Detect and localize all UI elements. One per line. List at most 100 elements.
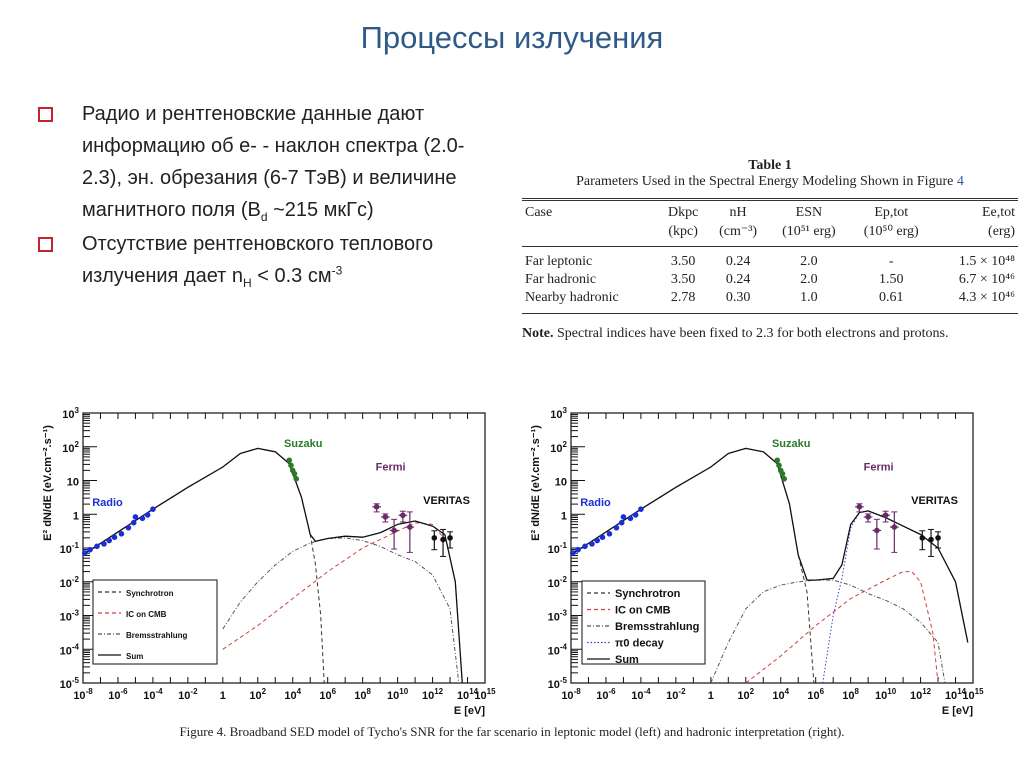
parameters-table: Case Dkpc nH ESN Ep,tot Ee,tot (kpc) (cm… [522, 198, 1018, 314]
table-row: Far hadronic 3.50 0.24 2.0 1.50 6.7 × 10⁴⁶ [522, 271, 1018, 289]
fermi-data-point [407, 524, 413, 530]
table-row: Far leptonic 3.50 0.24 2.0 - 1.5 × 10⁴⁸ [522, 247, 1018, 272]
table-cell: 0.30 [708, 289, 769, 314]
radio-data-point [81, 550, 88, 556]
table-row: Nearby hadronic 2.78 0.30 1.0 0.61 4.3 × 10⁴⁶ [522, 289, 1018, 314]
table-cell: 0.24 [725, 254, 751, 269]
sed-chart-leptonic: 10-8 10-6 10-4 10-2 1 102 104 106 108 1010 1012 101… [42, 406, 496, 717]
bullet-subscript: H [243, 276, 252, 290]
x-tick-label: 10-6 [596, 687, 616, 702]
table-cell: Far hadronic [525, 272, 597, 287]
y-tick-label: 102 [62, 440, 79, 455]
figure-caption: Figure 4. Broadband SED model of Tycho's… [179, 724, 845, 739]
suzaku-data-point [291, 470, 298, 477]
y-axis-label: E² dN/dE (eV.cm⁻².s⁻¹) [42, 425, 54, 541]
fermi-data-point [856, 504, 863, 510]
figure-link[interactable]: 4 [956, 174, 964, 189]
series-ic-on-cmb [745, 571, 939, 683]
table-cell: 4.3 × 10⁴⁶ [932, 289, 1018, 314]
radio-data-point [620, 514, 627, 520]
legend-label: IC on CMB [126, 610, 167, 619]
y-tick-label: 102 [550, 440, 567, 455]
header-distance: Dkpc [658, 198, 708, 222]
suzaku-label: Suzaku [772, 438, 811, 450]
y-tick-label: 10-4 [548, 642, 568, 657]
x-tick-label: 10-6 [108, 687, 128, 702]
x-tick-label: 1012 [910, 687, 932, 702]
series-bremsstrahlung [710, 579, 946, 683]
radio-label: Radio [580, 497, 611, 509]
radio-data-point [94, 543, 100, 550]
chart-legend: Synchrotron IC on CMB Bremsstrahlung π0 dec… [581, 580, 706, 666]
fermi-data-point [865, 514, 871, 520]
x-tick-label: 10-2 [666, 687, 686, 702]
veritas-label: VERITAS [911, 495, 958, 507]
bullet-text: < 0.3 см [251, 265, 332, 287]
table-cell: 3.50 [670, 254, 696, 269]
y-axis-label: E² dN/dE (eV.cm⁻².s⁻¹) [530, 425, 542, 541]
y-tick-label: 10-2 [60, 575, 80, 590]
bullet-text: ~215 мкГс) [267, 199, 374, 221]
veritas-data-point [440, 536, 446, 543]
header-unit: (10⁵⁰ erg) [849, 222, 933, 247]
veritas-label: VERITAS [423, 495, 470, 507]
radio-data-point [627, 515, 634, 522]
table-note: Note. Spectral indices have been fixed t… [522, 326, 1018, 342]
slide-title: Процессы излучения [360, 20, 664, 55]
table-cell: 6.7 × 10⁴⁶ [958, 272, 1015, 287]
y-tick-label: 10 [555, 477, 567, 489]
radio-data-point [606, 531, 613, 537]
table-cell: 0.61 [849, 289, 933, 314]
bullet-subscript: d [260, 210, 268, 224]
x-tick-label: 1014 [945, 687, 967, 702]
y-tick-label: 10-5 [548, 676, 568, 691]
series--0-decay [822, 510, 969, 683]
fermi-data-point [874, 527, 880, 534]
x-tick-label: 10-2 [178, 687, 198, 702]
suzaku-data-point [288, 462, 294, 469]
table-cell: 2.78 [658, 289, 708, 314]
legend-label: Bremsstrahlung [615, 621, 699, 633]
x-tick-label: 1010 [387, 687, 409, 702]
sed-chart-hadronic: 10-8 10-6 10-4 10-2 1 102 104 106 108 1010 1012 101… [530, 406, 984, 717]
x-tick-label: 108 [354, 687, 371, 702]
table-caption: Parameters Used in the Spectral Energy M… [522, 174, 1018, 190]
x-axis-label: E [eV] [942, 705, 974, 717]
table-cell: 1.50 [879, 272, 904, 287]
table-cell: 1.5 × 10⁴⁸ [958, 254, 1015, 269]
radio-data-point [613, 524, 620, 531]
bullet-square-icon [38, 237, 53, 252]
radio-data-point [125, 524, 132, 531]
series-bremsstrahlung [222, 537, 460, 683]
radio-data-point [106, 537, 113, 544]
legend-label: Bremsstrahlung [126, 631, 187, 640]
header-esn: ESN [768, 198, 850, 222]
header-unit: (cm⁻³) [708, 222, 769, 247]
parameters-table-figure: Table 1 Parameters Used in the Spectral … [522, 158, 1018, 342]
y-tick-label: 10-5 [60, 676, 80, 691]
legend-label: Sum [126, 652, 143, 661]
header-unit [522, 222, 659, 247]
x-axis-label: E [eV] [454, 705, 486, 717]
table-cell: Far leptonic [525, 254, 593, 269]
y-tick-label: 10 [67, 477, 79, 489]
veritas-data-point [919, 535, 926, 541]
bullet-square-icon [38, 107, 53, 122]
radio-data-point [618, 519, 625, 526]
radio-data-point [594, 537, 601, 544]
x-tick-label: 1015 [474, 687, 496, 702]
fermi-data-point [373, 504, 380, 510]
bullet-text: Радио и рентгеновские данные дают информ… [82, 103, 465, 221]
x-tick-label: 1010 [875, 687, 897, 702]
x-tick-label: 106 [807, 687, 824, 702]
table-cell: 1.0 [768, 289, 850, 314]
radio-data-point [582, 543, 588, 550]
radio-data-point [101, 541, 107, 547]
radio-data-point [575, 546, 581, 553]
y-tick-label: 10-1 [548, 541, 568, 556]
suzaku-data-point [776, 462, 782, 469]
legend-box [92, 579, 218, 665]
header-ee-tot: Ee,tot [932, 198, 1018, 222]
x-tick-label: 10-4 [143, 687, 163, 702]
x-tick-label: 1 [220, 690, 226, 702]
